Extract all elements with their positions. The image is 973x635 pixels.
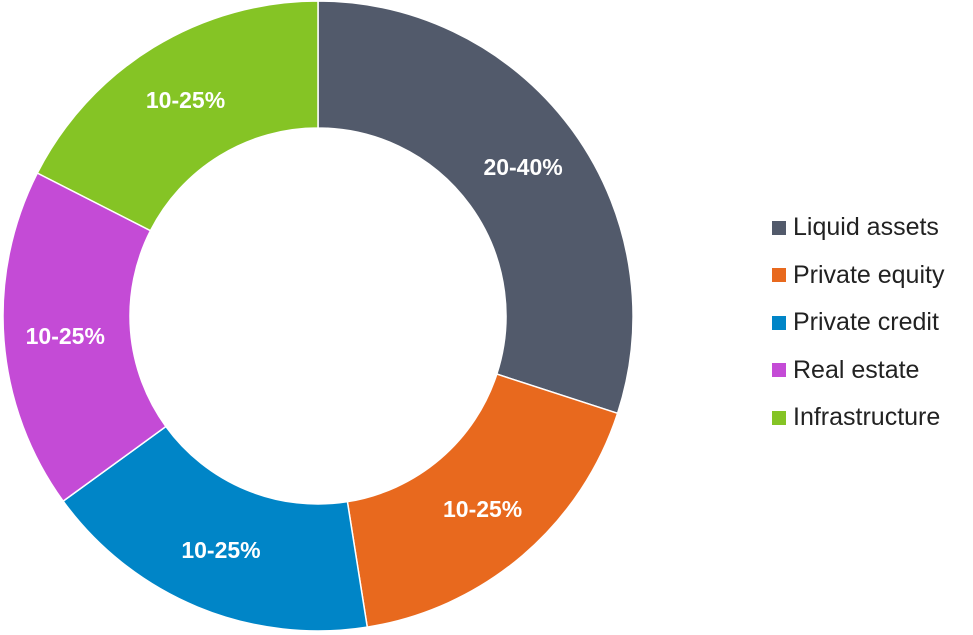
donut-slices — [2, 0, 634, 632]
legend-label: Real estate — [793, 355, 920, 384]
slice-label-private-credit: 10-25% — [181, 537, 260, 563]
legend-item-real-estate: Real estate — [772, 347, 944, 395]
slice-real-estate — [2, 171, 167, 503]
legend-swatch — [772, 220, 786, 235]
legend-swatch — [772, 268, 786, 283]
donut-slice-labels: 20-40% 10-25% 10-25% 10-25% 10-25% — [26, 87, 563, 563]
legend-swatch — [772, 363, 786, 378]
legend-item-private-credit: Private credit — [772, 299, 944, 347]
legend-label: Infrastructure — [793, 403, 941, 432]
legend-item-private-equity: Private equity — [772, 252, 944, 300]
donut-chart: 20-40% 10-25% 10-25% 10-25% 10-25% — [2, 0, 634, 632]
legend-label: Private equity — [793, 260, 945, 289]
slice-private-credit — [62, 425, 369, 632]
slice-private-equity — [346, 373, 619, 628]
slice-infrastructure — [36, 0, 319, 232]
legend-swatch — [772, 315, 786, 330]
slice-label-real-estate: 10-25% — [26, 323, 105, 349]
chart-legend: Liquid assets Private equity Private credi… — [772, 204, 944, 442]
legend-item-infrastructure: Infrastructure — [772, 394, 944, 442]
slice-label-infrastructure: 10-25% — [146, 87, 225, 113]
legend-label: Private credit — [793, 308, 939, 337]
legend-item-liquid-assets: Liquid assets — [772, 204, 944, 252]
legend-swatch — [772, 410, 786, 425]
slice-label-private-equity: 10-25% — [443, 496, 522, 522]
slice-label-liquid-assets: 20-40% — [483, 154, 562, 180]
slice-liquid-assets — [317, 0, 634, 415]
legend-label: Liquid assets — [793, 213, 939, 242]
